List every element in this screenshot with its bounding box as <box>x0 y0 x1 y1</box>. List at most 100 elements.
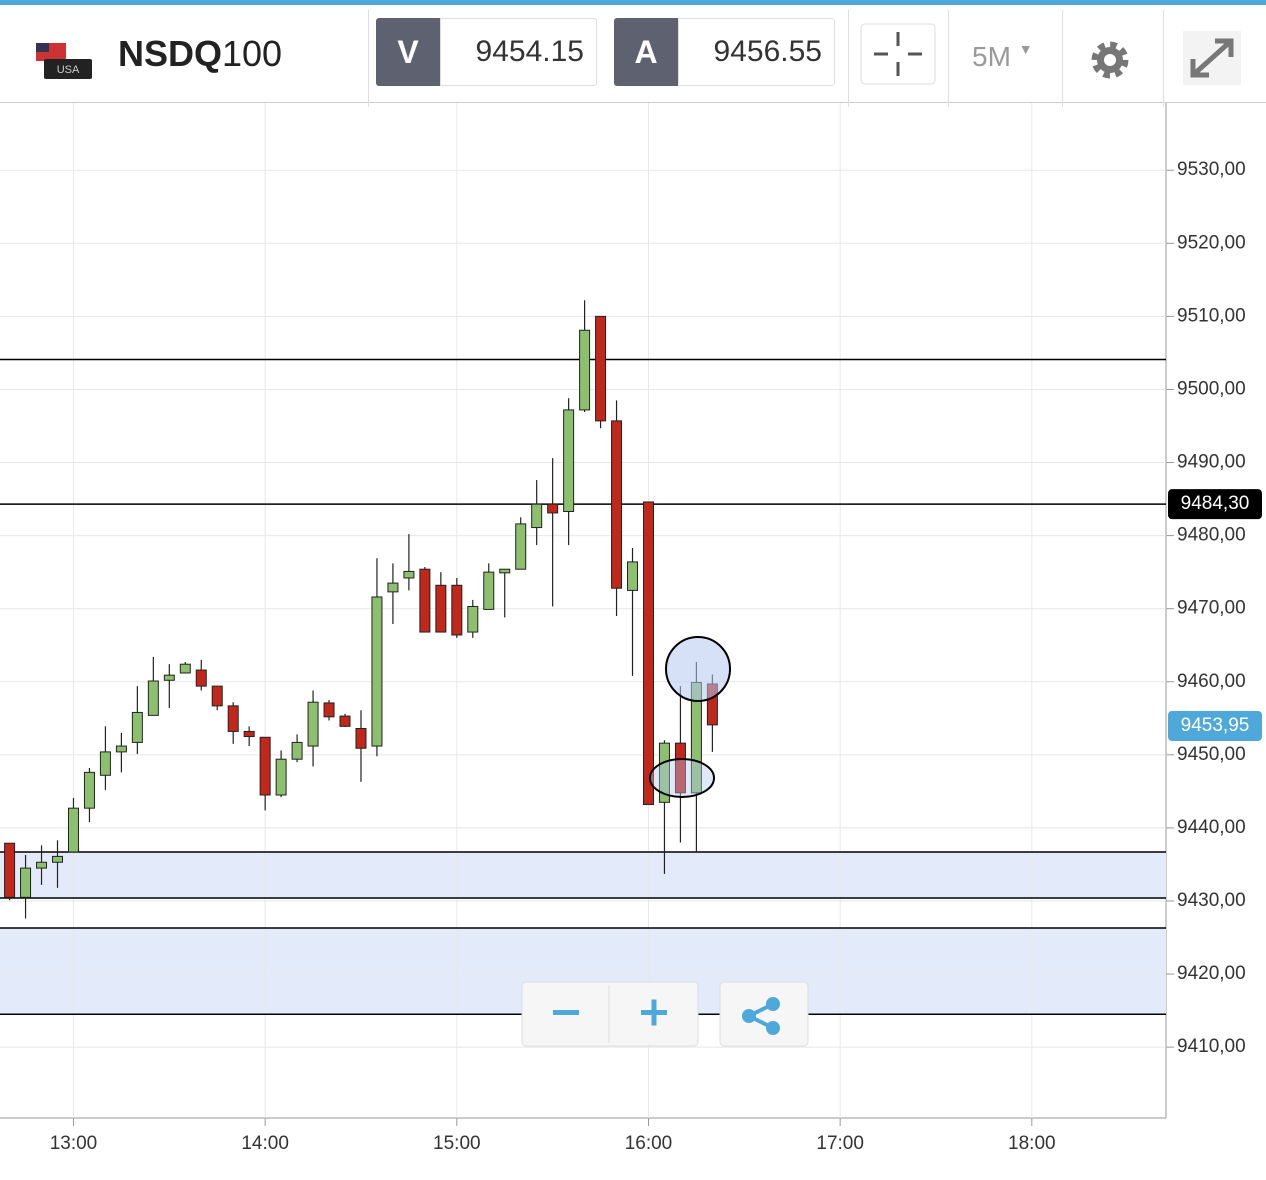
candle <box>67 797 79 853</box>
candle-body <box>563 409 575 512</box>
x-tick-label: 17:00 <box>816 1133 864 1154</box>
candle <box>211 685 223 711</box>
plot: 9410,00 9420,00 9430,00 9440,00 9450,00 9460,… <box>0 103 1246 1154</box>
fullscreen-button[interactable] <box>1183 31 1241 85</box>
candle <box>483 563 495 610</box>
candle-body <box>355 728 367 749</box>
timeframe-text: 5M <box>972 41 1011 72</box>
dropdown-arrow: ▼ <box>1018 41 1033 57</box>
buy-label[interactable]: A <box>614 18 678 86</box>
x-tick-label: 16:00 <box>625 1133 673 1154</box>
separator <box>1163 10 1164 107</box>
buy-price[interactable]: 9456.55 <box>678 18 835 86</box>
candle <box>52 840 64 888</box>
gear-teeth <box>1091 41 1129 79</box>
flag-badge <box>44 59 92 79</box>
candle-body <box>627 561 639 591</box>
candle <box>227 702 239 744</box>
candle-body <box>547 503 559 514</box>
candle-body <box>579 329 591 411</box>
candle <box>419 567 431 633</box>
x-tick-label: 13:00 <box>50 1133 98 1154</box>
candle <box>642 501 654 806</box>
candle <box>627 548 639 676</box>
candle <box>435 572 447 633</box>
y-tick-label: 9480,00 <box>1177 525 1246 546</box>
symbol: NSDQ100 <box>118 33 282 75</box>
candle <box>499 568 511 618</box>
candle-body <box>435 584 447 633</box>
symbol-rest: 100 <box>222 33 283 74</box>
candle-body <box>499 568 511 574</box>
price-label: 9484,30 <box>1181 493 1250 514</box>
timeframe[interactable]: 5M ▼ <box>972 41 1033 73</box>
candle-body <box>83 771 95 809</box>
zoom-out[interactable] <box>553 1010 579 1015</box>
share-icon <box>742 997 780 1035</box>
price-label-box <box>1168 710 1262 741</box>
candle <box>4 842 16 901</box>
candle <box>147 656 159 716</box>
candle-body <box>275 758 287 796</box>
candle <box>403 534 415 591</box>
candle <box>595 315 607 429</box>
zoom-box <box>521 981 699 1047</box>
separator <box>848 10 849 107</box>
candle-body <box>163 674 175 681</box>
candle <box>195 659 207 691</box>
sell-label[interactable]: V <box>376 18 440 86</box>
candle-body <box>611 420 623 589</box>
candle <box>99 726 111 790</box>
candle-body <box>467 605 479 633</box>
candle-body <box>115 745 127 753</box>
zoom-controls <box>521 981 809 1047</box>
candle-body <box>642 501 654 806</box>
candle <box>531 480 543 546</box>
candle-body <box>531 503 543 529</box>
y-tick-label: 9440,00 <box>1177 817 1246 838</box>
flag-text: USA <box>57 64 80 76</box>
candle-body <box>387 582 399 593</box>
candle <box>291 734 303 763</box>
candle <box>579 300 591 413</box>
candle <box>20 854 32 919</box>
separator <box>948 10 949 107</box>
zoom-in[interactable] <box>641 999 667 1026</box>
separator <box>1062 10 1063 107</box>
x-tick-label: 14:00 <box>241 1133 289 1154</box>
candle-body <box>131 711 143 743</box>
crosshair-button[interactable] <box>860 23 936 85</box>
toolbar: USA NSDQ100 V 9454.15 A 9456.55 5M ▼ <box>0 0 1266 107</box>
candle <box>547 458 559 607</box>
candle-body <box>179 663 191 674</box>
candle-body <box>483 571 495 610</box>
x-tick-label: 18:00 <box>1008 1133 1056 1154</box>
y-tick-label: 9490,00 <box>1177 452 1246 473</box>
settings-button[interactable] <box>1086 36 1134 84</box>
candle <box>83 767 95 823</box>
sell-price[interactable]: 9454.15 <box>440 18 597 86</box>
flag-icon: USA <box>36 43 92 79</box>
candle <box>563 398 575 546</box>
y-tick-label: 9500,00 <box>1177 378 1246 399</box>
candle <box>115 732 127 773</box>
candle-body <box>658 742 670 803</box>
candle-body <box>307 701 319 747</box>
candle <box>371 558 383 757</box>
y-tick-label: 9510,00 <box>1177 305 1246 326</box>
candle-body <box>99 751 111 776</box>
price-label-box <box>1168 489 1262 520</box>
symbol-bold: NSDQ <box>118 33 223 74</box>
candle <box>339 713 351 728</box>
candle-body <box>595 315 607 422</box>
y-tick-label: 9410,00 <box>1177 1036 1246 1057</box>
candle-body <box>674 742 686 794</box>
flag-canton <box>36 43 49 52</box>
candle-body <box>4 842 16 898</box>
candle-body <box>451 584 463 636</box>
candle-body <box>339 715 351 727</box>
annotation-circle <box>665 636 731 702</box>
y-tick-label: 9470,00 <box>1177 598 1246 619</box>
share-button[interactable] <box>719 981 809 1047</box>
